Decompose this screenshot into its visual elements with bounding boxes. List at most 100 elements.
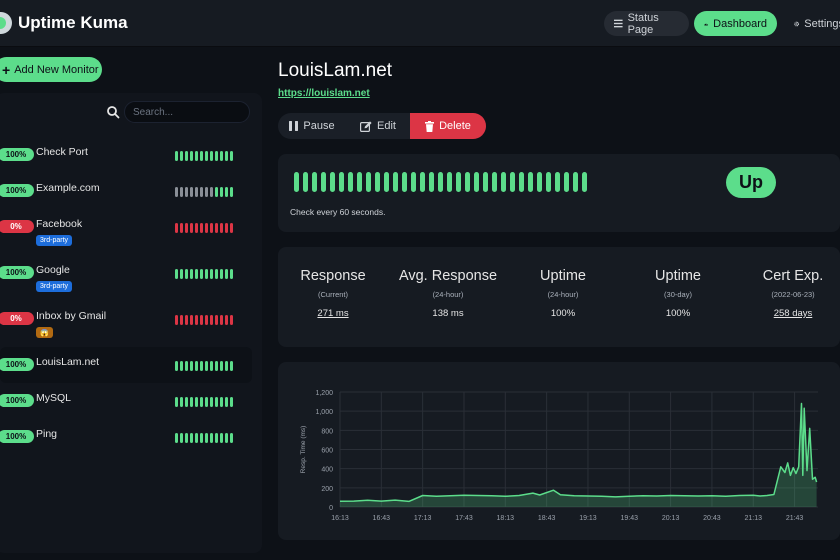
stat-value: 100% — [550, 308, 576, 319]
beat — [220, 361, 223, 371]
beat — [180, 433, 183, 443]
status-page-label: Status Page — [627, 11, 659, 36]
mini-heartbeat-bar — [175, 315, 233, 325]
monitor-item[interactable]: 100% Example.com — [0, 173, 252, 209]
brand[interactable]: Uptime Kuma — [0, 12, 128, 34]
stat-value[interactable]: 258 days — [773, 308, 813, 319]
monitor-item[interactable]: 100% MySQL — [0, 383, 252, 419]
monitor-name: MySQL — [36, 392, 72, 404]
delete-button[interactable]: Delete — [410, 113, 486, 139]
monitor-item[interactable]: 100% Google 3rd-party — [0, 255, 252, 292]
dashboard-label: Dashboard — [713, 17, 767, 30]
uptime-badge: 100% — [0, 394, 34, 407]
stat-label: Uptime — [540, 268, 586, 284]
brand-title: Uptime Kuma — [18, 13, 128, 32]
beat — [582, 172, 587, 192]
beat — [225, 151, 228, 161]
pause-icon — [289, 121, 299, 131]
monitor-url-link[interactable]: https://louislam.net — [278, 88, 370, 99]
x-tick-label: 18:43 — [538, 515, 556, 522]
beat — [528, 172, 533, 192]
beat — [180, 315, 183, 325]
beat — [230, 397, 233, 407]
beat — [210, 223, 213, 233]
add-new-monitor-label: Add New Monitor — [14, 63, 99, 76]
beat — [185, 187, 188, 197]
beat — [205, 397, 208, 407]
beat — [185, 269, 188, 279]
monitor-tag: 3rd-party — [36, 235, 73, 246]
monitor-name: Ping — [36, 428, 58, 440]
monitor-item[interactable]: 100% LouisLam.net — [0, 347, 252, 383]
monitor-list-panel: 100%Check Port100%Example.com0%Facebook3… — [0, 93, 262, 553]
beat — [210, 433, 213, 443]
beat — [220, 269, 223, 279]
beat — [312, 172, 317, 192]
beat — [195, 361, 198, 371]
beat — [225, 187, 228, 197]
beat — [492, 172, 497, 192]
monitor-name: Inbox by Gmail — [36, 310, 107, 322]
beat — [180, 397, 183, 407]
search-input[interactable] — [124, 101, 250, 123]
stat-sublabel: (30-day) — [664, 290, 692, 299]
beat — [230, 223, 233, 233]
monitor-item[interactable]: 0% Inbox by Gmail 😱 — [0, 301, 252, 338]
edit-button[interactable]: Edit — [346, 113, 410, 139]
monitor-item[interactable]: 100% Check Port — [0, 137, 252, 173]
uptime-kuma-logo-icon — [0, 12, 12, 34]
stat-value[interactable]: 271 ms — [317, 308, 349, 319]
list-icon — [614, 19, 623, 28]
beat — [321, 172, 326, 192]
x-tick-label: 19:43 — [621, 515, 639, 522]
mini-heartbeat-bar — [175, 151, 233, 161]
beat — [215, 397, 218, 407]
uptime-badge: 100% — [0, 358, 34, 371]
response-time-line — [339, 402, 818, 503]
beat — [230, 269, 233, 279]
y-tick-label: 1,200 — [315, 390, 333, 397]
beat — [225, 223, 228, 233]
beat — [411, 172, 416, 192]
mini-heartbeat-bar — [175, 223, 233, 233]
monitor-item[interactable]: 0% Facebook 3rd-party — [0, 209, 252, 246]
beat — [175, 397, 178, 407]
y-tick-label: 200 — [321, 486, 333, 493]
pause-button[interactable]: Pause — [278, 113, 346, 139]
monitor-name: Google — [36, 264, 70, 276]
status-page-button[interactable]: Status Page — [604, 11, 689, 36]
status-badge: Up — [726, 167, 776, 198]
monitor-item[interactable]: 100% Ping — [0, 419, 252, 455]
y-axis-label: Resp. Time (ms) — [300, 426, 307, 474]
add-new-monitor-button[interactable]: + Add New Monitor — [0, 57, 102, 82]
monitor-actions: Pause Edit Delete — [278, 113, 486, 139]
beat — [555, 172, 560, 192]
settings-label: Settings — [804, 17, 840, 30]
settings-button[interactable]: Settings — [784, 11, 840, 36]
pause-label: Pause — [303, 120, 335, 132]
edit-icon — [360, 120, 372, 132]
monitor-tag: 😱 — [36, 327, 53, 338]
beat — [210, 361, 213, 371]
beat — [175, 187, 178, 197]
stat-item: Uptime (24-hour) 100% — [503, 268, 623, 319]
beat — [175, 361, 178, 371]
beat — [348, 172, 353, 192]
beat — [175, 315, 178, 325]
mini-heartbeat-bar — [175, 269, 233, 279]
gauge-icon — [704, 23, 708, 26]
beat — [230, 187, 233, 197]
beat — [447, 172, 452, 192]
beat — [175, 223, 178, 233]
beat — [483, 172, 488, 192]
beat — [205, 151, 208, 161]
beat — [185, 433, 188, 443]
x-tick-label: 16:43 — [373, 515, 391, 522]
beat — [220, 151, 223, 161]
dashboard-button[interactable]: Dashboard — [694, 11, 777, 36]
beat — [546, 172, 551, 192]
beat — [190, 397, 193, 407]
x-tick-label: 21:13 — [744, 515, 762, 522]
beat — [510, 172, 515, 192]
